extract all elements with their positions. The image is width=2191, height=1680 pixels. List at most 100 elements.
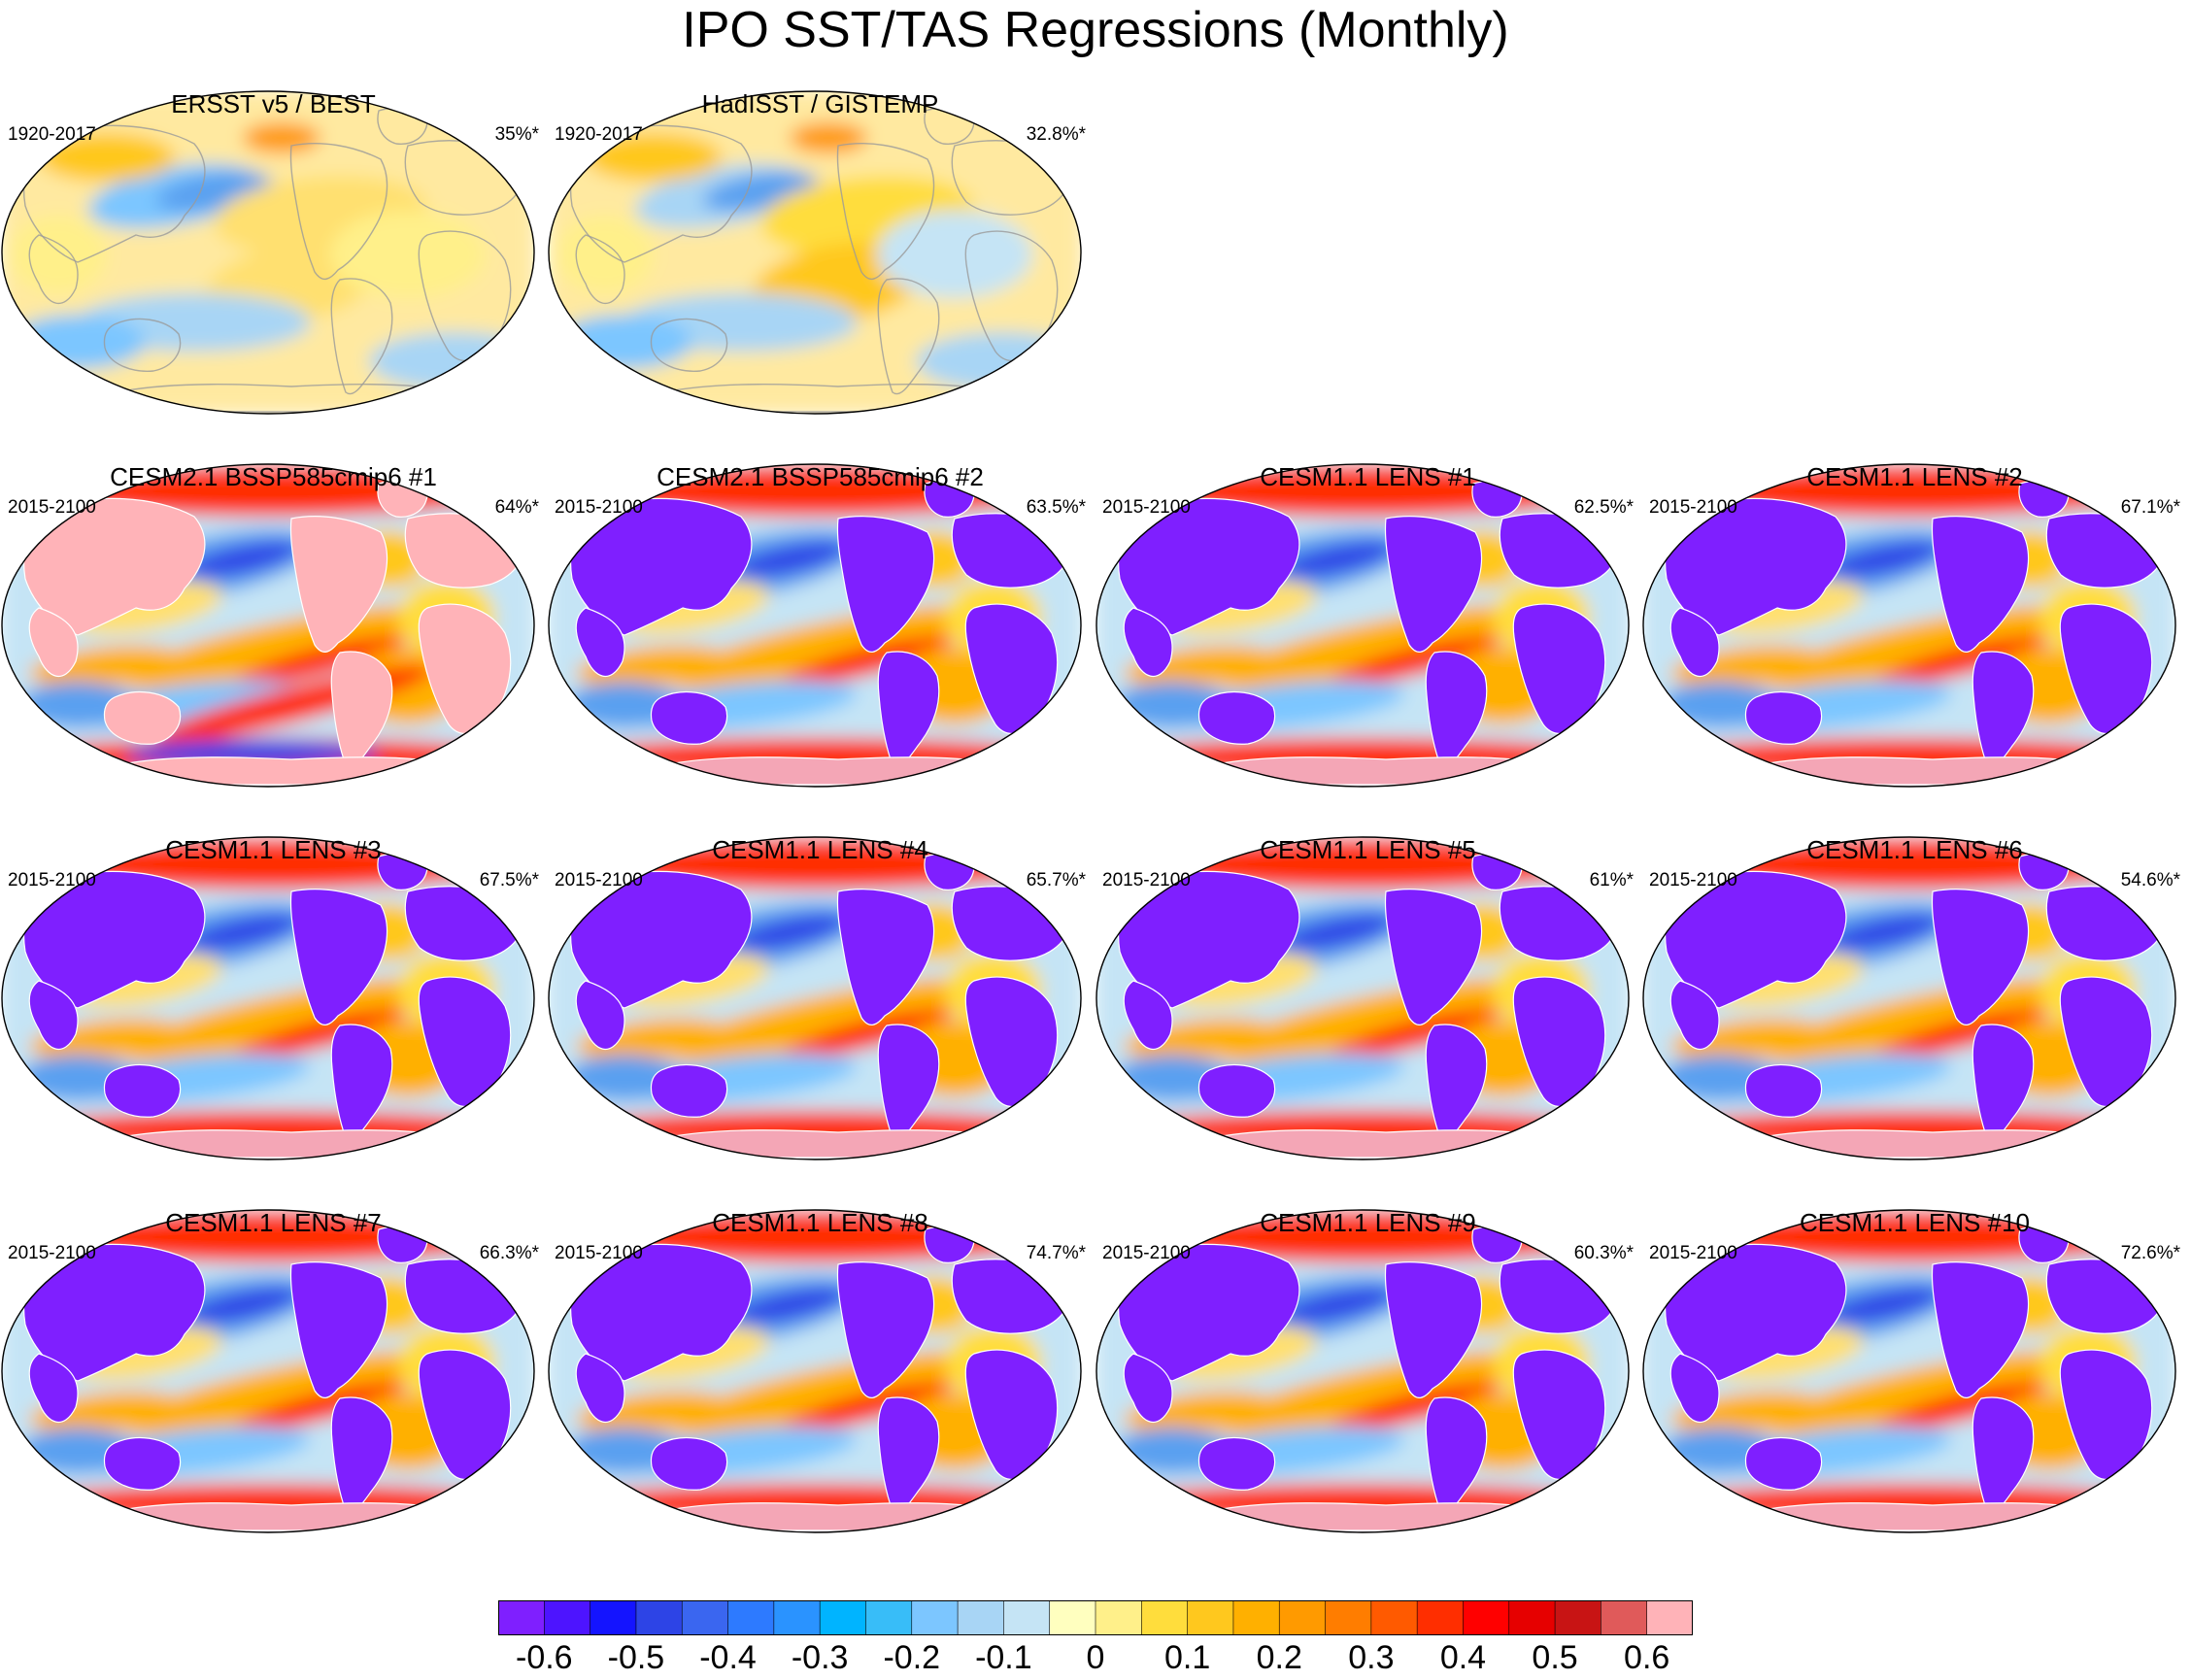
panel-period: 2015-2100 [1102,497,1191,518]
panel-variance: 65.7%* [1026,870,1086,890]
map-panel: CESM1.1 LENS #6 2015-2100 54.6%* [1641,835,2188,1204]
colorbar-tick-label: -0.3 [791,1639,849,1676]
panel-variance: 64%* [494,497,539,518]
colorbar-swatch [1463,1600,1510,1635]
map [1,836,535,1160]
colorbar-swatch [1187,1600,1234,1635]
panel-title: CESM1.1 LENS #1 [1260,462,1476,491]
colorbar-swatch [1003,1600,1051,1635]
colorbar-swatch [1554,1600,1602,1635]
map [1096,463,1630,788]
panel-title: CESM1.1 LENS #6 [1806,835,2023,864]
panel-period: 1920-2017 [8,124,96,145]
map-panel: HadISST / GISTEMP 1920-2017 32.8%* [547,89,1094,458]
panel-variance: 67.1%* [2120,497,2180,518]
panel-variance: 60.3%* [1573,1243,1634,1263]
colorbar-tick-label: 0.6 [1624,1639,1670,1676]
colorbar-tick-label: 0 [1086,1639,1105,1676]
panel-period: 2015-2100 [8,497,96,518]
map [1642,463,2176,788]
panel-title: CESM1.1 LENS #5 [1260,835,1476,864]
panel-title: CESM1.1 LENS #4 [712,835,928,864]
colorbar-swatch [1370,1600,1418,1635]
colorbar-swatch [957,1600,1005,1635]
panel-period: 2015-2100 [1649,1243,1737,1263]
colorbar-swatch [1141,1600,1189,1635]
colorbar-swatch [498,1600,546,1635]
colorbar-swatch [1416,1600,1465,1635]
colorbar-swatch [1049,1600,1096,1635]
panel-period: 2015-2100 [1102,1243,1191,1263]
panel-variance: 66.3%* [479,1243,539,1263]
colorbar-swatch [773,1600,821,1635]
panel-period: 2015-2100 [555,497,643,518]
panel-period: 2015-2100 [8,1243,96,1263]
colorbar-tick-label: 0.4 [1439,1639,1487,1676]
panel-variance: 72.6%* [2120,1243,2180,1263]
continents [1117,1226,1620,1531]
panel-period: 2015-2100 [1102,870,1191,890]
map [548,90,1082,415]
map-panel: CESM1.1 LENS #5 2015-2100 61%* [1095,835,1641,1204]
map-panel: CESM1.1 LENS #10 2015-2100 72.6%* [1641,1208,2188,1577]
colorbar-tick-label: -0.2 [883,1639,941,1676]
panel-period: 2015-2100 [555,1243,643,1263]
panel-variance: 63.5%* [1026,497,1086,518]
colorbar-swatch [819,1600,867,1635]
colorbar-tick-label: -0.1 [975,1639,1032,1676]
colorbar-swatch [681,1600,729,1635]
colorbar-tick-label: -0.4 [699,1639,757,1676]
colorbar-swatch [590,1600,637,1635]
panel-variance: 61%* [1589,870,1634,890]
panel-variance: 67.5%* [479,870,539,890]
map [1642,836,2176,1160]
colorbar-tick-label: 0.2 [1256,1639,1302,1676]
map [548,1209,1082,1533]
continents [1117,853,1620,1159]
panel-title: HadISST / GISTEMP [701,89,939,118]
panel-variance: 62.5%* [1573,497,1634,518]
panel-period: 2015-2100 [1649,497,1737,518]
colorbar-swatch [1278,1600,1327,1635]
colorbar-swatch [1646,1600,1693,1635]
panel-title: CESM1.1 LENS #2 [1806,462,2023,491]
panel-variance: 54.6%* [2120,870,2180,890]
map-panel: CESM1.1 LENS #8 2015-2100 74.7%* [547,1208,1094,1577]
map-panel: CESM1.1 LENS #2 2015-2100 67.1%* [1641,462,2188,831]
colorbar-swatch [1095,1600,1143,1635]
colorbar-tick-label: 0.3 [1348,1639,1395,1676]
map [1096,1209,1630,1533]
colorbar-swatch [635,1600,684,1635]
map-panel: CESM1.1 LENS #9 2015-2100 60.3%* [1095,1208,1641,1577]
map-panel: CESM1.1 LENS #4 2015-2100 65.7%* [547,835,1094,1204]
panel-title: CESM1.1 LENS #10 [1799,1208,2030,1237]
map-panel: CESM2.1 BSSP585cmip6 #2 2015-2100 63.5%* [547,462,1094,831]
map [1,1209,535,1533]
map [1096,836,1630,1160]
colorbar-swatch [1325,1600,1372,1635]
colorbar-tick-label: -0.5 [607,1639,665,1676]
panel-title: CESM1.1 LENS #8 [712,1208,928,1237]
panel-period: 2015-2100 [8,870,96,890]
colorbar-tick-label: -0.6 [516,1639,573,1676]
panel-title: CESM2.1 BSSP585cmip6 #1 [110,462,437,491]
map [1642,1209,2176,1533]
colorbar [498,1600,1693,1635]
map [1,463,535,788]
map-panel: CESM2.1 BSSP585cmip6 #1 2015-2100 64%* [0,462,547,831]
colorbar-swatch [865,1600,913,1635]
colorbar-labels: -0.6 -0.5 -0.4 -0.3 -0.2 -0.1 0 0.1 0.2 0.3 0.4 0.5… [0,1639,2191,1678]
continents [1664,853,2167,1159]
colorbar-swatch [911,1600,959,1635]
map [1,90,535,415]
panel-period: 1920-2017 [555,124,643,145]
figure-title: IPO SST/TAS Regressions (Monthly) [682,2,1509,58]
continents [22,853,525,1159]
panel-title: CESM2.1 BSSP585cmip6 #2 [657,462,984,491]
map-panel: CESM1.1 LENS #3 2015-2100 67.5%* [0,835,547,1204]
map-panel: ERSST v5 / BEST 1920-2017 35%* [0,89,547,458]
colorbar-swatch [1508,1600,1556,1635]
colorbar-swatch [1232,1600,1281,1635]
panel-title: CESM1.1 LENS #3 [165,835,382,864]
